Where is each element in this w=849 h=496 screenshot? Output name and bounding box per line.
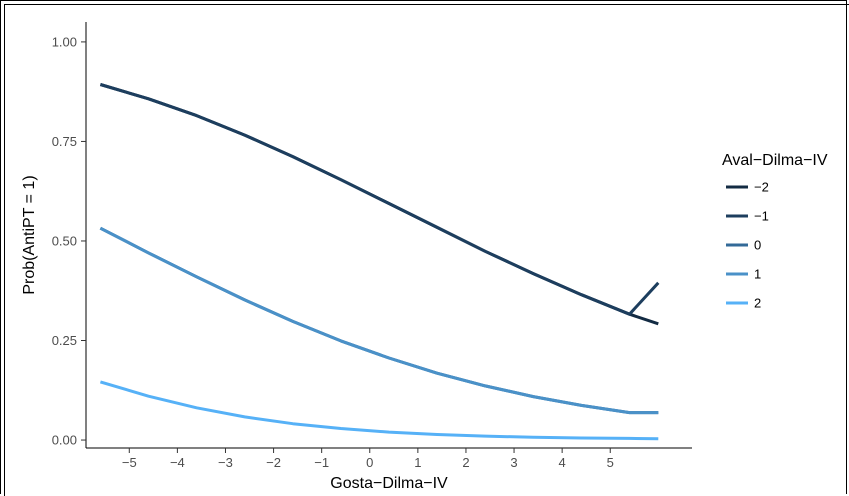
x-tick-label: −3 — [218, 455, 233, 470]
x-tick-label: −5 — [122, 455, 137, 470]
y-tick-label: 1.00 — [52, 34, 77, 49]
legend-label-0: −2 — [754, 180, 769, 195]
legend-label-1: −1 — [754, 209, 769, 224]
series-line-2 — [99, 226, 659, 415]
y-tick-label: 0.75 — [52, 134, 77, 149]
x-tick-label: 1 — [414, 455, 421, 470]
x-tick-label: −4 — [170, 455, 185, 470]
legend-label-3: 1 — [754, 267, 761, 282]
x-tick-label: 5 — [607, 455, 614, 470]
x-tick-label: 2 — [462, 455, 469, 470]
series-line-4 — [99, 380, 659, 441]
y-tick-label: 0.50 — [52, 233, 77, 248]
series-line-3 — [99, 226, 659, 415]
x-tick-label: 3 — [510, 455, 517, 470]
legend-label-2: 0 — [754, 238, 761, 253]
y-axis-title: Prob(AntiPT = 1) — [21, 175, 38, 294]
axes — [85, 22, 692, 449]
x-tick-label: −2 — [266, 455, 281, 470]
y-tick-label: 0.00 — [52, 433, 77, 448]
x-axis-ticks: −5 −4 −3 −2 −1 0 1 2 3 4 5 — [122, 448, 614, 470]
y-axis-ticks: 0.00 0.25 0.50 0.75 1.00 — [52, 34, 86, 448]
x-axis-title: Gosta−Dilma−IV — [330, 475, 448, 492]
legend: Aval−Dilma−IV −2 −1 0 1 2 — [722, 152, 828, 311]
series-line-0 — [99, 83, 659, 326]
x-tick-label: −1 — [314, 455, 329, 470]
image-border-inner — [4, 4, 849, 496]
series-lines — [99, 83, 660, 441]
x-tick-label: 0 — [366, 455, 373, 470]
legend-title: Aval−Dilma−IV — [722, 152, 828, 169]
series-line-1 — [99, 83, 660, 316]
legend-label-4: 2 — [754, 296, 761, 311]
x-tick-label: 4 — [559, 455, 566, 470]
y-tick-label: 0.25 — [52, 333, 77, 348]
